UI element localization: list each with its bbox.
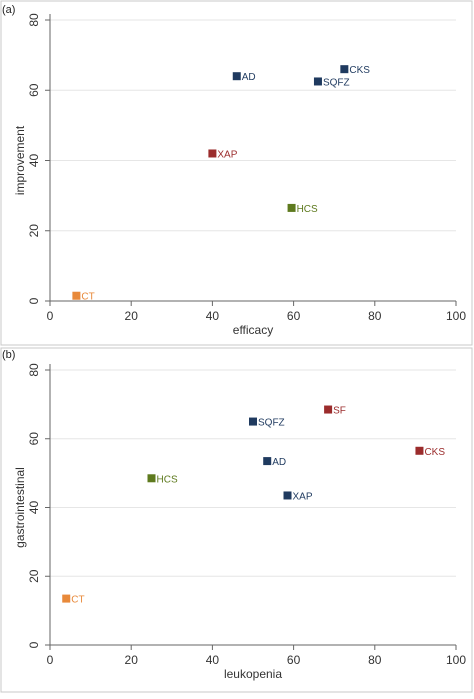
y-tick-label-a: 80 bbox=[27, 13, 41, 27]
point-label-ct-a: CT bbox=[81, 292, 94, 303]
data-point-ad-b bbox=[263, 457, 272, 466]
y-tick-label-b: 80 bbox=[27, 363, 41, 377]
y-tick-label-a: 40 bbox=[27, 154, 41, 168]
data-point-sf-b bbox=[324, 405, 333, 414]
x-tick-label-a: 0 bbox=[47, 309, 54, 323]
point-label-ad-a: AD bbox=[242, 72, 256, 83]
point-label-cks-a: CKS bbox=[349, 65, 370, 76]
point-label-hcs-b: HCS bbox=[157, 474, 178, 485]
y-tick-label-b: 20 bbox=[27, 569, 41, 583]
data-point-ct-b bbox=[62, 594, 71, 603]
data-point-xap-a bbox=[208, 149, 217, 158]
data-point-ct-a bbox=[72, 291, 81, 300]
x-tick-label-a: 20 bbox=[125, 309, 139, 323]
data-point-sqfz-a bbox=[313, 77, 322, 86]
scatter-chart-a: 0 20 40 60 80 0 20 40 60 80 100 efficacy improvement… bbox=[0, 0, 473, 346]
chart-panel-a: (a) 0 20 40 60 80 0 20 40 60 80 100 efficacy improve… bbox=[0, 0, 474, 347]
y-tick-label-b: 0 bbox=[27, 641, 41, 648]
point-label-hcs-a: HCS bbox=[297, 204, 318, 215]
data-point-cks-b bbox=[415, 446, 424, 455]
x-axis-title-a: efficacy bbox=[233, 323, 273, 337]
x-tick-label-b: 80 bbox=[368, 653, 382, 667]
y-tick-label-a: 60 bbox=[27, 83, 41, 97]
data-point-sqfz-b bbox=[249, 417, 257, 426]
panel-frame-b bbox=[0, 347, 473, 693]
chart-panel-b: (b) 0 20 40 60 80 0 20 40 60 80 100 leukopenia gastr… bbox=[0, 347, 474, 694]
x-axis-title-b: leukopenia bbox=[224, 667, 282, 681]
point-label-ad-b: AD bbox=[272, 457, 286, 468]
data-point-ad-a bbox=[232, 72, 241, 81]
data-point-hcs-a bbox=[287, 203, 296, 212]
y-axis-title-b: gastrointestinal bbox=[13, 467, 27, 548]
point-label-sf-b: SF bbox=[333, 406, 346, 417]
x-tick-label-b: 20 bbox=[125, 653, 139, 667]
x-tick-label-b: 60 bbox=[287, 653, 301, 667]
point-label-xap-a: XAP bbox=[217, 149, 237, 160]
panel-frame-a bbox=[0, 0, 473, 346]
x-tick-label-a: 40 bbox=[206, 309, 220, 323]
y-tick-label-a: 0 bbox=[27, 297, 41, 304]
data-point-cks-a bbox=[340, 65, 349, 74]
data-point-xap-b bbox=[283, 491, 292, 500]
y-tick-label-a: 20 bbox=[27, 224, 41, 238]
x-tick-label-a: 60 bbox=[287, 309, 301, 323]
point-label-cks-b: CKS bbox=[424, 447, 445, 458]
x-tick-label-b: 100 bbox=[446, 653, 466, 667]
y-tick-label-b: 60 bbox=[27, 432, 41, 446]
x-tick-label-a: 100 bbox=[446, 309, 466, 323]
x-tick-label-b: 40 bbox=[206, 653, 220, 667]
scatter-chart-b: 0 20 40 60 80 0 20 40 60 80 100 leukopenia gastroint… bbox=[0, 347, 473, 693]
x-tick-label-b: 0 bbox=[47, 653, 54, 667]
x-tick-label-a: 80 bbox=[368, 309, 382, 323]
panel-label-b: (b) bbox=[2, 349, 16, 361]
panel-label-a: (a) bbox=[2, 4, 16, 16]
y-axis-title-a: improvement bbox=[13, 125, 27, 195]
data-point-hcs-b bbox=[147, 474, 156, 483]
point-label-sqfz-b: SQFZ bbox=[258, 418, 285, 429]
y-tick-label-b: 40 bbox=[27, 501, 41, 515]
point-label-xap-b: XAP bbox=[293, 491, 313, 502]
point-label-ct-b: CT bbox=[71, 595, 84, 606]
point-label-sqfz-a: SQFZ bbox=[323, 77, 350, 88]
